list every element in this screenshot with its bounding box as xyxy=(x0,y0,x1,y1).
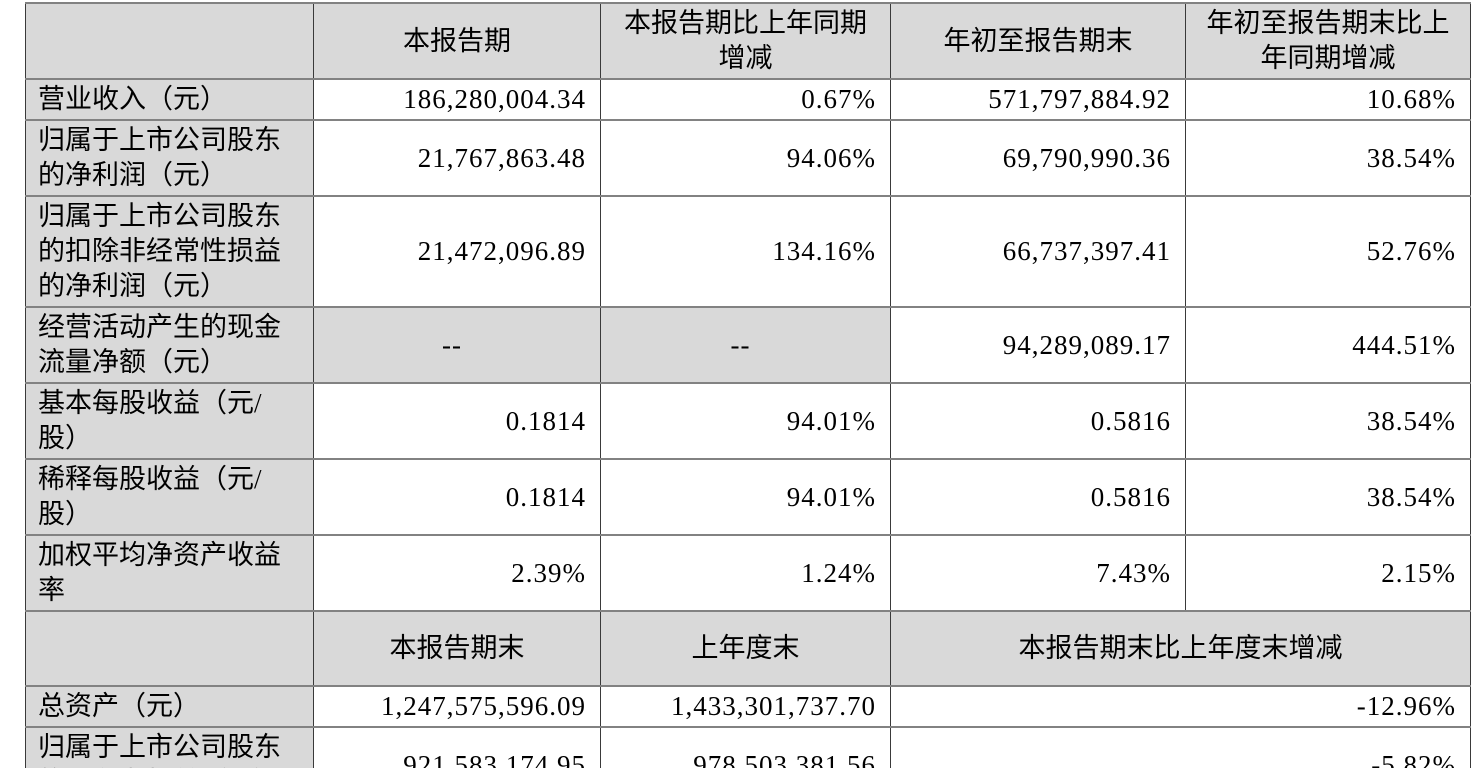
cell-value: 2.15% xyxy=(1185,534,1471,612)
corner-cell xyxy=(25,2,314,80)
cell-value: 134.16% xyxy=(600,195,891,308)
cell-value: 10.68% xyxy=(1185,78,1471,121)
row-label: 总资产（元） xyxy=(25,685,314,728)
cell-value: -- xyxy=(313,306,601,384)
cell-value: 186,280,004.34 xyxy=(313,78,601,121)
cell-value: 94.01% xyxy=(600,458,891,536)
cell-value: 2.39% xyxy=(313,534,601,612)
table-row-basic-eps: 基本每股收益（元/股） 0.1814 94.01% 0.5816 38.54% xyxy=(25,382,1471,460)
cell-value: -- xyxy=(600,306,891,384)
financial-summary-table: 本报告期 本报告期比上年同期增减 年初至报告期末 年初至报告期末比上年同期增减 … xyxy=(25,2,1471,768)
cell-value: -5.82% xyxy=(890,726,1471,768)
header-end-of-period: 本报告期末 xyxy=(313,610,601,687)
row-label: 加权平均净资产收益率 xyxy=(25,534,314,612)
row-label: 基本每股收益（元/股） xyxy=(25,382,314,460)
cell-value: 21,767,863.48 xyxy=(313,119,601,197)
row-label: 经营活动产生的现金流量净额（元） xyxy=(25,306,314,384)
table-row-net-profit-excl-nonrecurring: 归属于上市公司股东的扣除非经常性损益的净利润（元） 21,472,096.89 … xyxy=(25,195,1471,308)
header-end-of-last-year: 上年度末 xyxy=(600,610,891,687)
cell-value: 0.1814 xyxy=(313,458,601,536)
cell-value: 0.5816 xyxy=(890,382,1186,460)
section1-header-row: 本报告期 本报告期比上年同期增减 年初至报告期末 年初至报告期末比上年同期增减 xyxy=(25,2,1471,80)
table-row-owners-equity: 归属于上市公司股东的所有者权益（元） 921,583,174.95 978,50… xyxy=(25,726,1471,768)
cell-value: 1,247,575,596.09 xyxy=(313,685,601,728)
section2-header-row: 本报告期末 上年度末 本报告期末比上年度末增减 xyxy=(25,610,1471,687)
table-row-net-profit: 归属于上市公司股东的净利润（元） 21,767,863.48 94.06% 69… xyxy=(25,119,1471,197)
cell-value: 94.06% xyxy=(600,119,891,197)
table-row-weighted-avg-roe: 加权平均净资产收益率 2.39% 1.24% 7.43% 2.15% xyxy=(25,534,1471,612)
row-label: 归属于上市公司股东的扣除非经常性损益的净利润（元） xyxy=(25,195,314,308)
cell-value: -12.96% xyxy=(890,685,1471,728)
cell-value: 0.67% xyxy=(600,78,891,121)
cell-value: 978,503,381.56 xyxy=(600,726,891,768)
cell-value: 21,472,096.89 xyxy=(313,195,601,308)
cell-value: 0.1814 xyxy=(313,382,601,460)
cell-value: 571,797,884.92 xyxy=(890,78,1186,121)
cell-value: 1.24% xyxy=(600,534,891,612)
header-current-period-yoy: 本报告期比上年同期增减 xyxy=(600,2,891,80)
header-year-to-date: 年初至报告期末 xyxy=(890,2,1186,80)
row-label: 归属于上市公司股东的所有者权益（元） xyxy=(25,726,314,768)
table-row-total-assets: 总资产（元） 1,247,575,596.09 1,433,301,737.70… xyxy=(25,685,1471,728)
cell-value: 94.01% xyxy=(600,382,891,460)
cell-value: 7.43% xyxy=(890,534,1186,612)
header-year-to-date-yoy: 年初至报告期末比上年同期增减 xyxy=(1185,2,1471,80)
cell-value: 66,737,397.41 xyxy=(890,195,1186,308)
corner-cell xyxy=(25,610,314,687)
table-row-diluted-eps: 稀释每股收益（元/股） 0.1814 94.01% 0.5816 38.54% xyxy=(25,458,1471,536)
cell-value: 444.51% xyxy=(1185,306,1471,384)
cell-value: 52.76% xyxy=(1185,195,1471,308)
table-row-revenue: 营业收入（元） 186,280,004.34 0.67% 571,797,884… xyxy=(25,78,1471,121)
header-change-vs-last-year-end: 本报告期末比上年度末增减 xyxy=(890,610,1471,687)
cell-value: 38.54% xyxy=(1185,458,1471,536)
cell-value: 69,790,990.36 xyxy=(890,119,1186,197)
cell-value: 94,289,089.17 xyxy=(890,306,1186,384)
row-label: 营业收入（元） xyxy=(25,78,314,121)
header-current-period: 本报告期 xyxy=(313,2,601,80)
table-row-operating-cash-flow: 经营活动产生的现金流量净额（元） -- -- 94,289,089.17 444… xyxy=(25,306,1471,384)
cell-value: 38.54% xyxy=(1185,382,1471,460)
row-label: 归属于上市公司股东的净利润（元） xyxy=(25,119,314,197)
cell-value: 0.5816 xyxy=(890,458,1186,536)
cell-value: 38.54% xyxy=(1185,119,1471,197)
cell-value: 921,583,174.95 xyxy=(313,726,601,768)
cell-value: 1,433,301,737.70 xyxy=(600,685,891,728)
row-label: 稀释每股收益（元/股） xyxy=(25,458,314,536)
